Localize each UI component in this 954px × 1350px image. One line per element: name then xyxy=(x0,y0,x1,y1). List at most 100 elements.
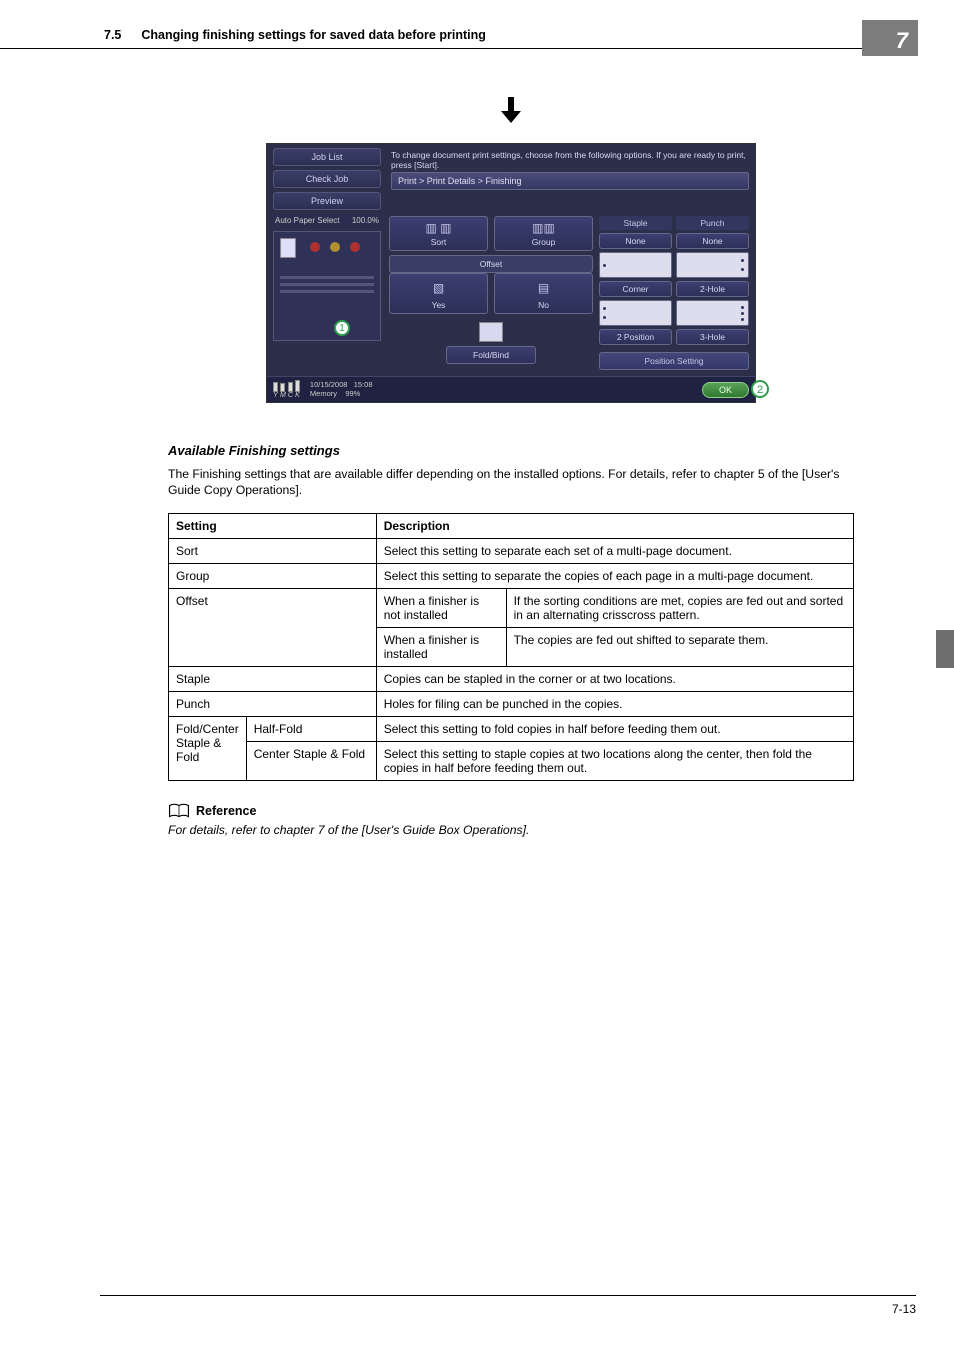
staple-punch-header: Staple Punch xyxy=(599,216,749,230)
section-title: Changing finishing settings for saved da… xyxy=(141,28,485,42)
staple-2position-button[interactable]: 2 Position xyxy=(599,329,672,345)
toner-c: C xyxy=(288,382,293,399)
position-setting-button[interactable]: Position Setting xyxy=(599,352,749,370)
mfp-top-right: To change document print settings, choos… xyxy=(387,144,755,212)
th-description: Description xyxy=(376,513,853,538)
cell-offset-name: Offset xyxy=(169,588,377,666)
header-left: 7.5 Changing finishing settings for save… xyxy=(104,28,486,42)
zoom-percent: 100.0% xyxy=(352,216,379,225)
page-header: 7.5 Changing finishing settings for save… xyxy=(0,0,918,49)
table-row: Punch Holes for filing can be punched in… xyxy=(169,691,854,716)
page-footer: 7-13 xyxy=(100,1295,916,1316)
tab-check-job[interactable]: Check Job xyxy=(273,170,381,188)
cell-offset-r2b: The copies are fed out shifted to separa… xyxy=(506,627,853,666)
toner-y: Y xyxy=(273,382,278,399)
cell-group-desc: Select this setting to separate the copi… xyxy=(376,563,853,588)
table-row: Sort Select this setting to separate eac… xyxy=(169,538,854,563)
group-label: Group xyxy=(532,237,556,247)
cell-offset-r1a: When a finisher is not installed xyxy=(376,588,506,627)
tab-job-list[interactable]: Job List xyxy=(273,148,381,166)
mfp-panel: Job List Check Job Preview To change doc… xyxy=(266,143,756,403)
cell-offset-r1b: If the sorting conditions are met, copie… xyxy=(506,588,853,627)
toner-y-label: Y xyxy=(273,392,278,399)
offset-yes-button[interactable]: ▧Yes xyxy=(389,273,488,314)
table-row: Fold/Center Staple & Fold Half-Fold Sele… xyxy=(169,716,854,741)
table-row: Group Select this setting to separate th… xyxy=(169,563,854,588)
toner-m-label: M xyxy=(280,392,286,399)
sort-button[interactable]: ▥ ▥Sort xyxy=(389,216,488,251)
cell-csf-desc: Select this setting to staple copies at … xyxy=(376,741,853,780)
arrow-down-icon xyxy=(168,97,854,131)
toner-k: K xyxy=(295,380,300,399)
mfp-zoom-bar: Auto Paper Select 100.0% xyxy=(273,214,381,227)
thumb-dot-icon xyxy=(310,242,320,252)
table-row: Offset When a finisher is not installed … xyxy=(169,588,854,627)
thumb-page-icon xyxy=(280,238,296,258)
punch-2hole-button[interactable]: 2-Hole xyxy=(676,281,749,297)
cell-fold-name: Fold/Center Staple & Fold xyxy=(169,716,247,780)
staple-corner-icon xyxy=(599,252,672,278)
section-number: 7.5 xyxy=(104,28,121,42)
table-head-row: Setting Description xyxy=(169,513,854,538)
offset-no-button[interactable]: ▤No xyxy=(494,273,593,314)
mfp-footer: Y M C K 10/15/2008 15:08 Memory 99% OK 2 xyxy=(267,376,755,402)
side-thumb-tab xyxy=(936,630,954,668)
ok-button[interactable]: OK xyxy=(702,382,749,398)
no-label: No xyxy=(538,300,549,310)
reference-label: Reference xyxy=(196,804,256,818)
cell-group-name: Group xyxy=(169,563,377,588)
foldbind-button[interactable]: Fold/Bind xyxy=(446,346,536,364)
cell-sort-name: Sort xyxy=(169,538,377,563)
tab-preview[interactable]: Preview xyxy=(273,192,381,210)
toner-m: M xyxy=(280,383,286,399)
thumb-dot-icon xyxy=(330,242,340,252)
foldbind-icon xyxy=(479,322,503,342)
thumb-dot-icon xyxy=(350,242,360,252)
mfp-left-tabs: Job List Check Job Preview xyxy=(267,144,387,212)
settings-table: Setting Description Sort Select this set… xyxy=(168,513,854,781)
table-row: Staple Copies can be stapled in the corn… xyxy=(169,666,854,691)
table-row: Center Staple & Fold Select this setting… xyxy=(169,741,854,780)
callout-1: 1 xyxy=(334,320,350,336)
book-icon xyxy=(168,803,190,819)
staple-corner-button[interactable]: Corner xyxy=(599,281,672,297)
staple-none-button[interactable]: None xyxy=(599,233,672,249)
group-button[interactable]: ▥▥Group xyxy=(494,216,593,251)
zoom-mode: Auto Paper Select xyxy=(275,216,339,225)
offset-no-icon: ▤ xyxy=(495,276,592,300)
cell-staple-name: Staple xyxy=(169,666,377,691)
chapter-badge: 7 xyxy=(862,20,918,56)
mfp-footer-left: Y M C K 10/15/2008 15:08 Memory 99% xyxy=(273,380,373,399)
mfp-thumbnail: 1 xyxy=(273,231,381,341)
punch-2hole-icon xyxy=(676,252,749,278)
offset-yes-icon: ▧ xyxy=(390,276,487,300)
punch-header: Punch xyxy=(676,216,749,230)
reference-row: Reference xyxy=(168,803,854,819)
mfp-message: To change document print settings, choos… xyxy=(387,144,755,170)
toner-bars: Y M C K xyxy=(273,380,300,399)
cell-sort-desc: Select this setting to separate each set… xyxy=(376,538,853,563)
thumb-lines-icon xyxy=(280,272,374,297)
mfp-breadcrumb: Print > Print Details > Finishing xyxy=(391,172,749,190)
toner-k-label: K xyxy=(295,392,300,399)
punch-none-button[interactable]: None xyxy=(676,233,749,249)
reference-text: For details, refer to chapter 7 of the [… xyxy=(168,823,854,837)
callout-2: 2 xyxy=(751,380,769,398)
cell-halffold-name: Half-Fold xyxy=(246,716,376,741)
mfp-main-area: ▥ ▥Sort ▥▥Group Offset ▧Yes ▤No Fold/Bin… xyxy=(387,212,755,376)
mfp-preview-col: Auto Paper Select 100.0% 1 xyxy=(267,212,387,376)
punch-3hole-button[interactable]: 3-Hole xyxy=(676,329,749,345)
punch-3hole-icon xyxy=(676,300,749,326)
mfp-right-options: Staple Punch None None Corner 2-Hole xyxy=(599,216,749,370)
sort-label: Sort xyxy=(431,237,447,247)
yes-label: Yes xyxy=(432,300,446,310)
ok-wrap: OK 2 xyxy=(702,382,749,398)
mfp-left-options: ▥ ▥Sort ▥▥Group Offset ▧Yes ▤No Fold/Bin… xyxy=(389,216,593,370)
footer-mem-val: 99% xyxy=(345,389,360,398)
cell-offset-r2a: When a finisher is installed xyxy=(376,627,506,666)
datetime-block: 10/15/2008 15:08 Memory 99% xyxy=(310,381,373,398)
cell-punch-desc: Holes for filing can be punched in the c… xyxy=(376,691,853,716)
cell-csf-name: Center Staple & Fold xyxy=(246,741,376,780)
group-icon: ▥▥ xyxy=(495,219,592,237)
mfp-body: Auto Paper Select 100.0% 1 ▥ ▥Sort ▥▥Gr xyxy=(267,212,755,376)
